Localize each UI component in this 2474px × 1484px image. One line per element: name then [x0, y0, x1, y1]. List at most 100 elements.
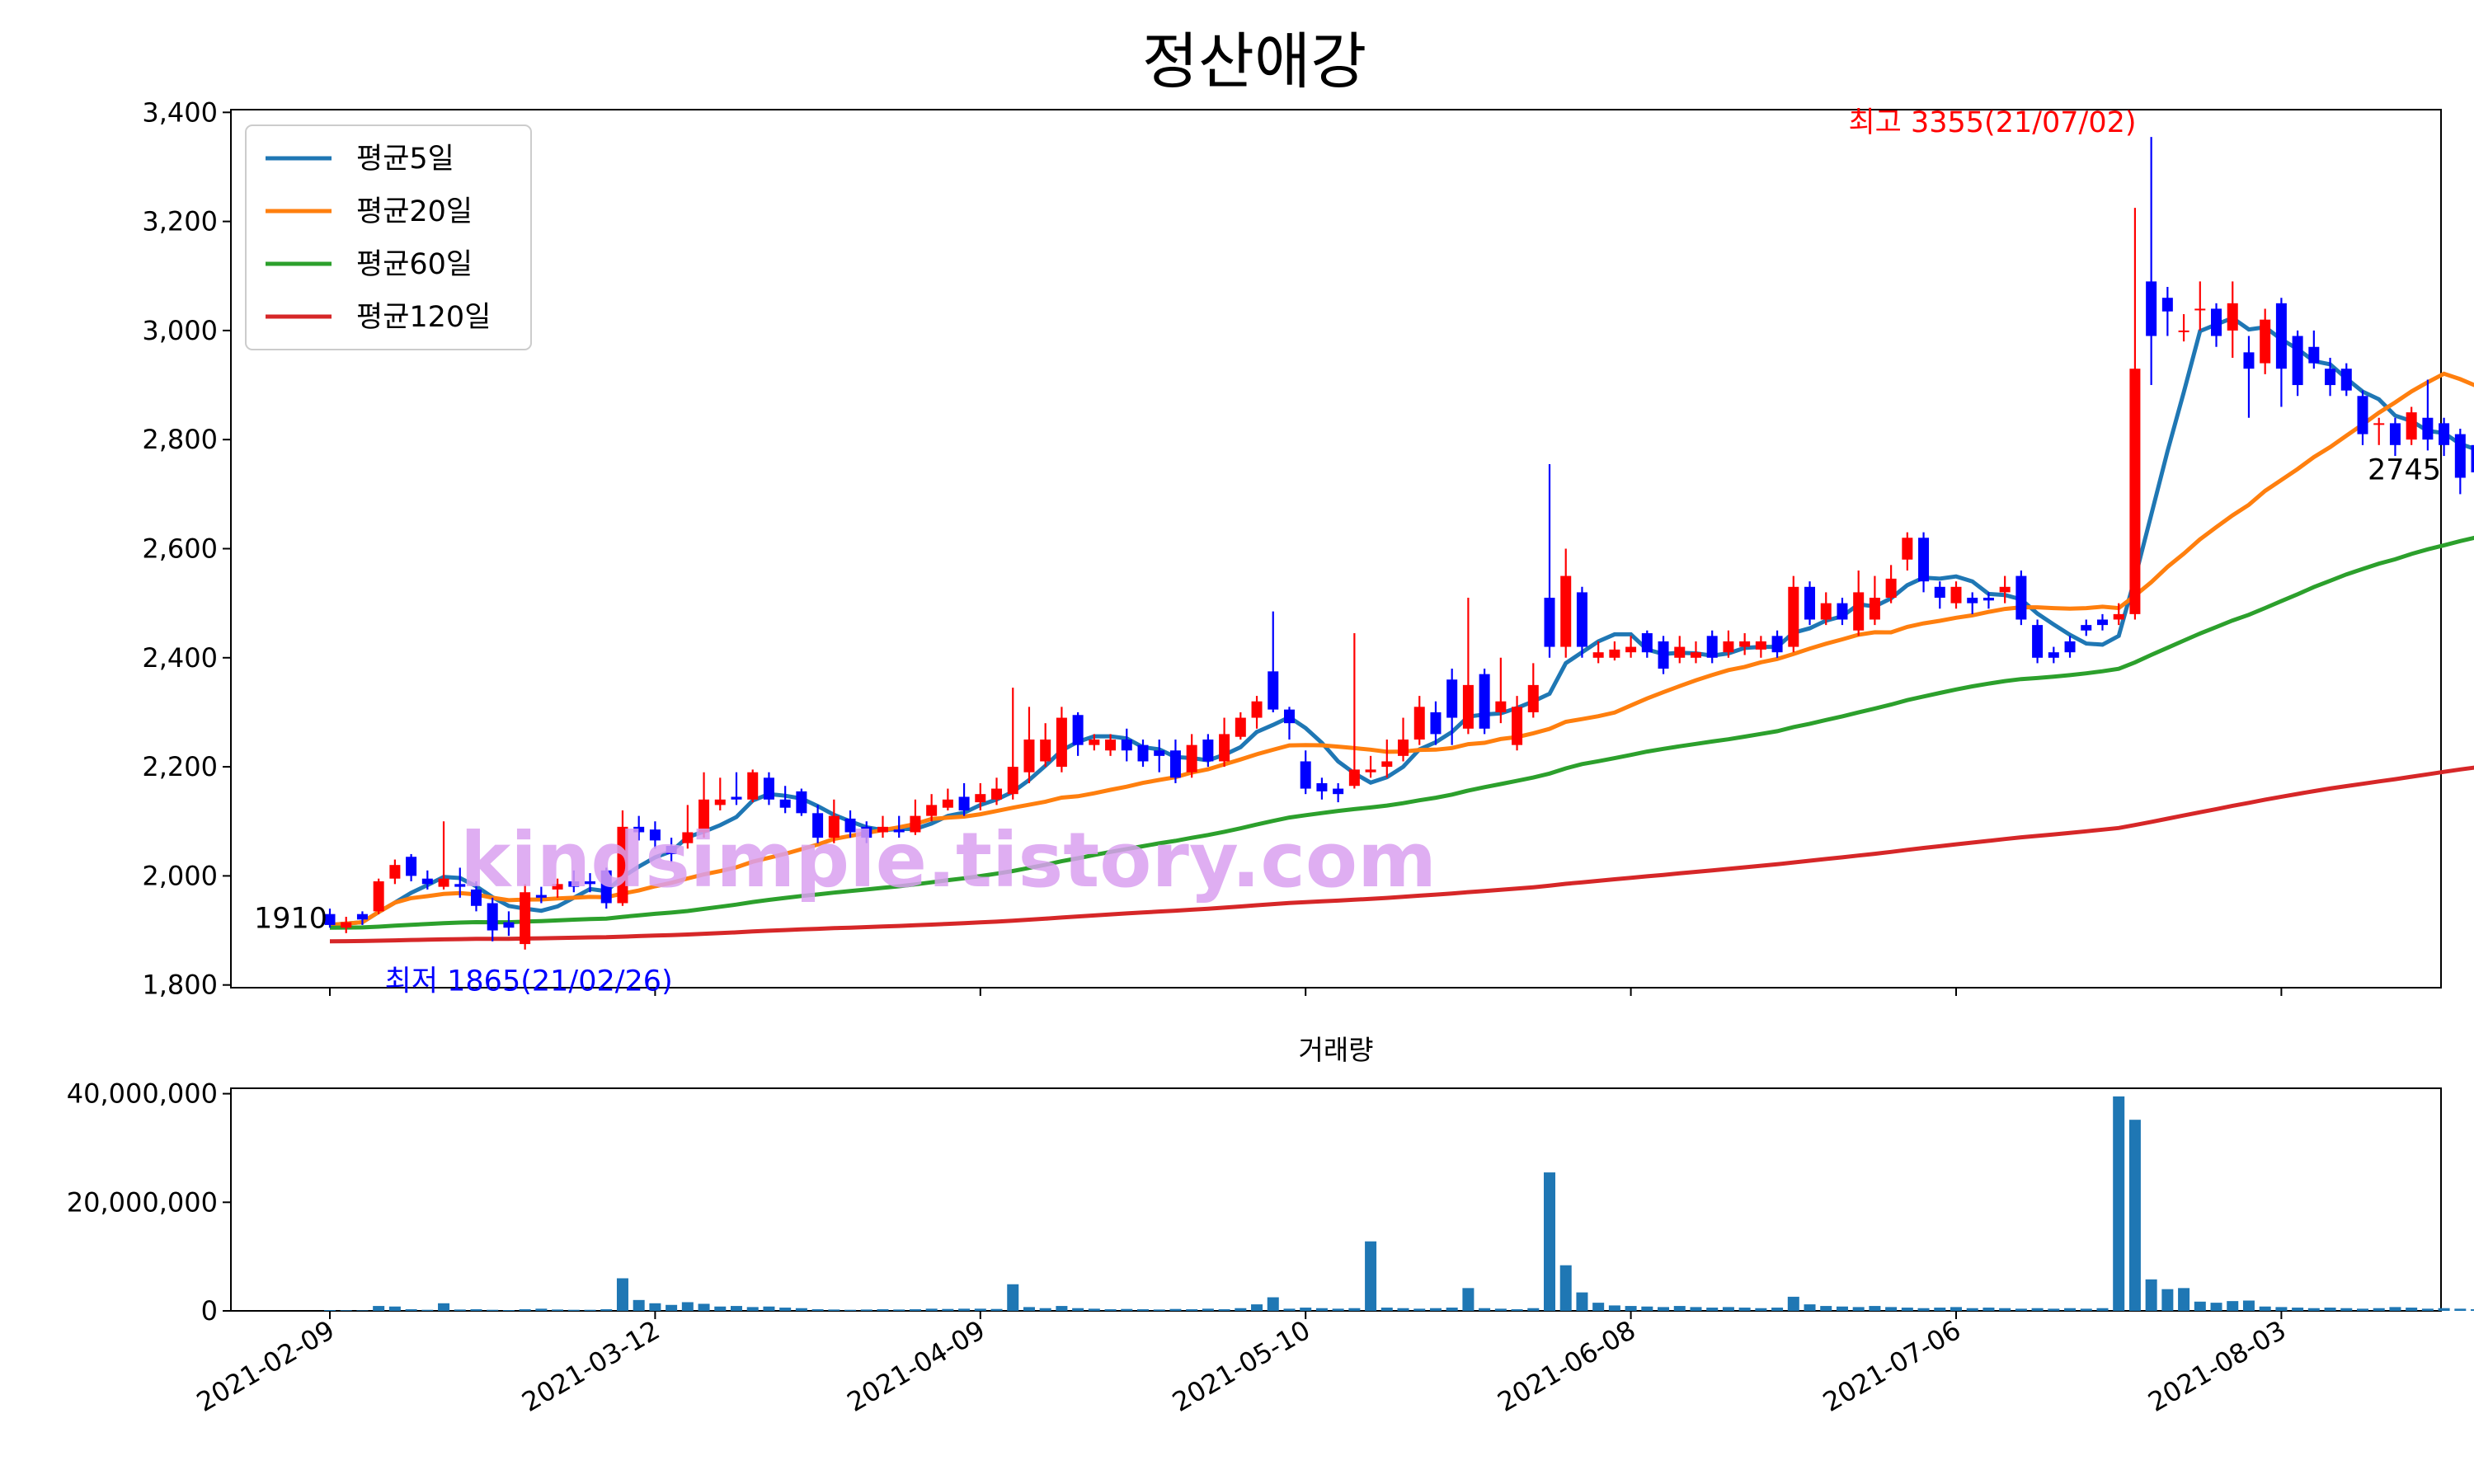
volume-bar: [2031, 1308, 2044, 1311]
candle-body: [1609, 649, 1620, 658]
candle-body: [2178, 330, 2189, 332]
volume-bar: [1966, 1308, 1978, 1311]
volume-bar: [1380, 1308, 1393, 1311]
candle-body: [2454, 434, 2466, 478]
candle-body: [1771, 636, 1783, 653]
volume-bar: [567, 1309, 580, 1311]
candle-body: [2194, 308, 2206, 311]
price-y-tick-label: 2,000: [142, 860, 218, 891]
volume-bar: [1218, 1309, 1230, 1311]
volume-bar: [1901, 1308, 1913, 1311]
price-y-tick-label: 3,200: [142, 206, 218, 237]
candle-body: [1202, 740, 1214, 762]
candle-body: [1982, 598, 1994, 601]
volume-bar: [1137, 1309, 1149, 1311]
price-y-tick-label: 3,000: [142, 315, 218, 346]
volume-bar: [1056, 1306, 1068, 1311]
candle-body: [454, 884, 466, 887]
volume-bar: [731, 1306, 742, 1311]
candle-body: [1268, 671, 1279, 710]
volume-bar: [2275, 1307, 2288, 1311]
x-tick-label: 2021-02-09: [191, 1314, 340, 1418]
price-annotation: 1910: [254, 903, 327, 936]
candle-body: [1934, 586, 1945, 599]
volume-bar: [942, 1308, 954, 1311]
candle-body: [341, 922, 352, 928]
volume-bar: [1511, 1309, 1523, 1311]
volume-bar: [1852, 1307, 1865, 1311]
volume-bar: [1300, 1308, 1312, 1311]
candle-body: [585, 881, 596, 885]
volume-bar: [2454, 1308, 2467, 1311]
candle-body: [714, 799, 726, 805]
volume-bar: [584, 1309, 596, 1311]
volume-bar: [2080, 1308, 2092, 1311]
volume-bar: [1576, 1292, 1588, 1311]
volume-bar: [2128, 1120, 2141, 1311]
candle-body: [2406, 412, 2417, 440]
volume-bar: [1804, 1304, 1816, 1311]
candle-body: [796, 791, 807, 814]
volume-bar: [2194, 1301, 2206, 1311]
candle-body: [1333, 788, 1344, 795]
price-y-tick-label: 1,800: [142, 970, 218, 1001]
volume-bar: [1397, 1308, 1409, 1311]
volume-bar: [1283, 1308, 1296, 1311]
volume-bar: [2357, 1308, 2368, 1311]
candle-body: [1072, 715, 1084, 745]
price-y-tick-label: 3,400: [142, 96, 218, 128]
volume-bar: [1153, 1309, 1165, 1311]
volume-bar: [779, 1308, 792, 1311]
volume-bar: [1235, 1308, 1247, 1311]
volume-bar: [1917, 1308, 1930, 1311]
volume-bar: [2292, 1308, 2304, 1311]
ma-line-120: [329, 765, 2474, 944]
volume-bar: [552, 1309, 564, 1311]
candle-body: [1902, 538, 1913, 560]
volume-bar: [974, 1308, 986, 1311]
candle-body: [893, 829, 905, 833]
x-tick-label: 2021-04-09: [842, 1314, 990, 1418]
candle-body: [2275, 303, 2287, 369]
candle-body: [1219, 734, 1230, 762]
volume-y-tick-label: 20,000,000: [67, 1186, 218, 1218]
volume-bar: [925, 1308, 938, 1311]
chart-title: 정산애강: [1142, 26, 1366, 97]
candle-body: [2129, 369, 2141, 614]
candle-body: [812, 813, 824, 838]
volume-bar: [535, 1308, 548, 1311]
price-y-tick-label: 2,200: [142, 751, 218, 782]
candle-body: [2064, 641, 2076, 653]
candle-body: [1837, 603, 1848, 620]
volume-bar: [2015, 1308, 2027, 1311]
volume-bar: [681, 1302, 694, 1311]
candle-body: [421, 878, 433, 885]
volume-bar: [2421, 1308, 2434, 1311]
ma-line-20: [329, 371, 2474, 928]
volume-bar: [1950, 1307, 1962, 1311]
candle-body: [1967, 598, 1978, 603]
volume-bar: [340, 1310, 352, 1311]
candle-body: [1446, 679, 1458, 718]
candle-body: [698, 799, 710, 833]
ma-line-60: [329, 535, 2474, 930]
candle-body: [1300, 761, 1311, 789]
volume-bar: [1348, 1308, 1361, 1311]
candle-body: [2439, 423, 2450, 445]
volume-bar: [2242, 1300, 2255, 1311]
volume-bar: [1755, 1308, 1767, 1311]
volume-bar: [990, 1308, 1003, 1311]
candle-body: [1690, 652, 1701, 658]
legend-label: 평균120일: [356, 301, 491, 334]
volume-bar: [1429, 1308, 1442, 1311]
volume-bar: [1494, 1308, 1507, 1311]
volume-bar: [1836, 1306, 1848, 1311]
price-annotation: 2745: [2368, 454, 2441, 487]
candle-body: [1348, 769, 1360, 787]
candle-body: [1788, 586, 1799, 647]
volume-bar: [1202, 1308, 1214, 1311]
candle-body: [389, 865, 401, 879]
volume-bar: [1169, 1308, 1182, 1311]
candle-body: [1251, 701, 1263, 718]
candle-body: [942, 799, 953, 808]
